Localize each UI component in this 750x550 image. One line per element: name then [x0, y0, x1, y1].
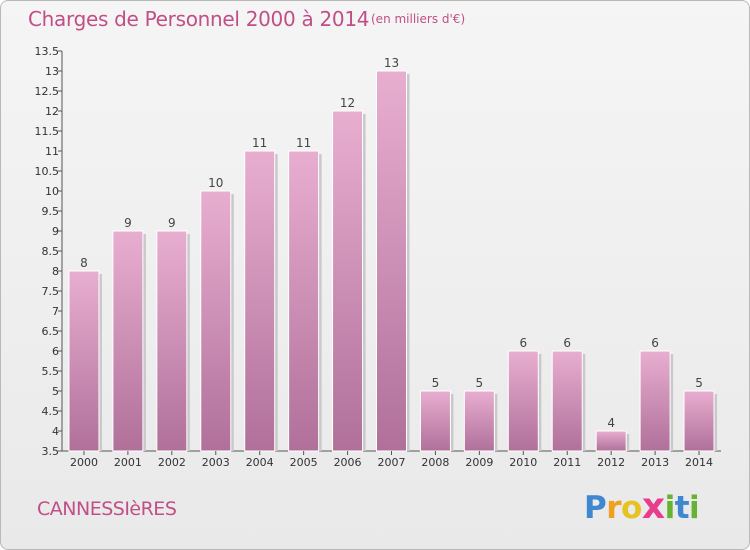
y-tick-label: 9.5 — [42, 205, 60, 218]
data-label-2013: 6 — [651, 336, 659, 350]
y-tick-label: 7 — [52, 305, 59, 318]
y-tick-label: 3.5 — [42, 445, 60, 458]
bar-2006 — [332, 110, 364, 452]
bar-2014 — [683, 390, 715, 452]
y-tick-label: 4 — [52, 425, 59, 438]
y-tick-label: 10.5 — [35, 165, 60, 178]
data-label-2012: 4 — [607, 416, 615, 430]
bar-2010 — [507, 350, 539, 452]
y-tick-label: 10 — [45, 185, 59, 198]
data-label-2001: 9 — [124, 216, 132, 230]
data-label-2014: 5 — [695, 376, 703, 390]
logo-letter-i: i — [664, 490, 676, 526]
data-label-2010: 6 — [519, 336, 527, 350]
commune-name: CANNESSIèRES — [37, 498, 177, 520]
x-tick-label: 2011 — [553, 456, 581, 469]
bars — [68, 70, 718, 452]
bar-2004 — [244, 150, 276, 452]
bar-2007 — [376, 70, 407, 452]
bar-2000 — [68, 270, 100, 452]
y-tick-label: 5 — [52, 385, 59, 398]
x-tick-label: 2010 — [509, 456, 537, 469]
x-axis: 2000 2001 2002 2003 2004 2005 2006 2007 2008 2009… — [70, 451, 713, 469]
y-tick-label: 6.5 — [42, 325, 60, 338]
logo-letter-r: r — [606, 490, 622, 526]
data-label-2007: 13 — [384, 56, 399, 70]
y-tick-label: 11 — [45, 145, 59, 158]
data-label-2002: 9 — [168, 216, 176, 230]
chart-subtitle: (en milliers d'€) — [371, 12, 466, 26]
bar-2005 — [288, 150, 320, 452]
logo-letter-i2: i — [689, 490, 700, 526]
y-tick-label: 5.5 — [42, 365, 60, 378]
y-tick-label: 7.5 — [42, 285, 60, 298]
bar-2002 — [156, 230, 188, 452]
y-tick-label: 13.5 — [35, 45, 60, 58]
x-tick-label: 2012 — [597, 456, 625, 469]
chart-title: Charges de Personnel 2000 à 2014 — [28, 7, 370, 31]
bar-2013 — [639, 350, 671, 452]
x-tick-label: 2002 — [158, 456, 186, 469]
x-tick-label: 2001 — [114, 456, 142, 469]
x-tick-label: 2003 — [202, 456, 230, 469]
data-label-2009: 5 — [476, 376, 484, 390]
bar-2009 — [463, 390, 495, 452]
data-label-2008: 5 — [432, 376, 440, 390]
x-tick-label: 2005 — [290, 456, 318, 469]
bar-2011 — [551, 350, 583, 452]
y-tick-label: 4.5 — [42, 405, 60, 418]
bar-2001 — [112, 230, 144, 452]
x-tick-label: 2008 — [421, 456, 449, 469]
y-tick-label: 13 — [45, 65, 59, 78]
x-tick-label: 2000 — [70, 456, 98, 469]
y-tick-label: 12 — [45, 105, 59, 118]
data-label-2003: 10 — [208, 176, 223, 190]
x-tick-label: 2014 — [685, 456, 713, 469]
bar-2008 — [419, 390, 451, 452]
y-tick-label: 11.5 — [35, 125, 60, 138]
logo-letter-p: P — [584, 490, 607, 526]
logo-letter-t: t — [674, 490, 690, 526]
data-label-2011: 6 — [563, 336, 571, 350]
data-label-2000: 8 — [80, 256, 88, 270]
x-tick-label: 2007 — [378, 456, 406, 469]
bar-2003 — [200, 190, 232, 452]
y-tick-label: 12.5 — [35, 85, 60, 98]
y-tick-label: 9 — [52, 225, 59, 238]
data-label-2006: 12 — [340, 96, 355, 110]
data-label-2004: 11 — [252, 136, 267, 150]
logo-letter-o: o — [621, 490, 642, 526]
x-tick-label: 2004 — [246, 456, 274, 469]
y-axis: 3.5 4 4.5 5 5.5 6 6.5 7 7.5 8 8.5 9 9.5 10 10.5 11 11.5 1… — [35, 45, 721, 458]
bar-2012 — [595, 430, 627, 452]
x-tick-label: 2006 — [334, 456, 362, 469]
x-tick-label: 2009 — [465, 456, 493, 469]
logo-letter-x: x — [641, 486, 665, 527]
y-tick-label: 6 — [52, 345, 59, 358]
x-tick-label: 2013 — [641, 456, 669, 469]
data-labels: 8 9 9 10 11 11 12 13 5 5 6 6 4 6 5 — [80, 56, 703, 430]
data-label-2005: 11 — [296, 136, 311, 150]
y-tick-label: 8.5 — [42, 245, 60, 258]
proxiti-logo[interactable]: Proxiti — [584, 486, 700, 527]
y-tick-label: 8 — [52, 265, 59, 278]
